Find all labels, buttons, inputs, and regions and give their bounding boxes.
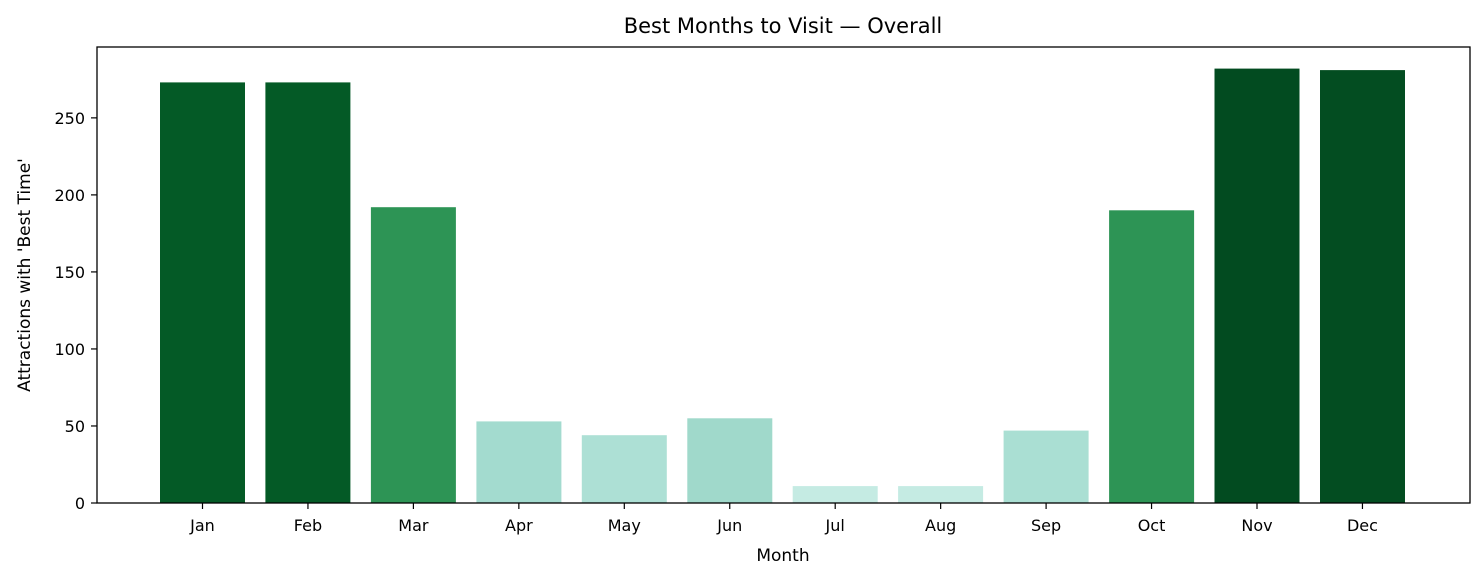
bar-may bbox=[581, 435, 667, 503]
x-tick-label: Nov bbox=[1241, 516, 1272, 535]
y-tick-label: 0 bbox=[75, 494, 85, 513]
y-tick-label: 200 bbox=[54, 186, 85, 205]
x-tick-label: Jul bbox=[825, 516, 845, 535]
y-tick-label: 150 bbox=[54, 263, 85, 282]
chart-title: Best Months to Visit — Overall bbox=[624, 14, 943, 38]
x-tick-label: Oct bbox=[1138, 516, 1166, 535]
bar-nov bbox=[1214, 68, 1300, 503]
y-axis-label: Attractions with 'Best Time' bbox=[15, 158, 35, 392]
x-tick-label: Aug bbox=[925, 516, 956, 535]
bar-jun bbox=[687, 418, 773, 503]
bar-feb bbox=[265, 82, 351, 504]
bars-group bbox=[160, 68, 1405, 504]
x-tick-label: Feb bbox=[294, 516, 322, 535]
y-tick-label: 50 bbox=[65, 417, 85, 436]
x-axis-ticks: Jan Feb Mar Apr May Jun Jul Aug Sep Oct Nov Dec bbox=[189, 503, 1378, 535]
y-tick-label: 250 bbox=[54, 109, 85, 128]
bar-jul bbox=[792, 486, 878, 503]
bar-oct bbox=[1109, 210, 1195, 504]
x-tick-label: Apr bbox=[505, 516, 533, 535]
y-axis-ticks: 0 50 100 150 200 250 bbox=[54, 109, 97, 513]
x-tick-label: Jun bbox=[716, 516, 742, 535]
x-tick-label: Jan bbox=[189, 516, 215, 535]
x-tick-label: Sep bbox=[1031, 516, 1061, 535]
bar-mar bbox=[370, 207, 456, 503]
x-tick-label: Dec bbox=[1347, 516, 1378, 535]
x-axis-label: Month bbox=[756, 546, 809, 566]
bar-aug bbox=[898, 486, 984, 503]
x-tick-label: Mar bbox=[398, 516, 429, 535]
y-tick-label: 100 bbox=[54, 340, 85, 359]
bar-jan bbox=[160, 82, 245, 504]
x-tick-label: May bbox=[608, 516, 641, 535]
bar-apr bbox=[476, 421, 562, 503]
bar-sep bbox=[1003, 430, 1089, 503]
plot-area-frame bbox=[96, 46, 1471, 504]
bar-dec bbox=[1320, 70, 1405, 503]
